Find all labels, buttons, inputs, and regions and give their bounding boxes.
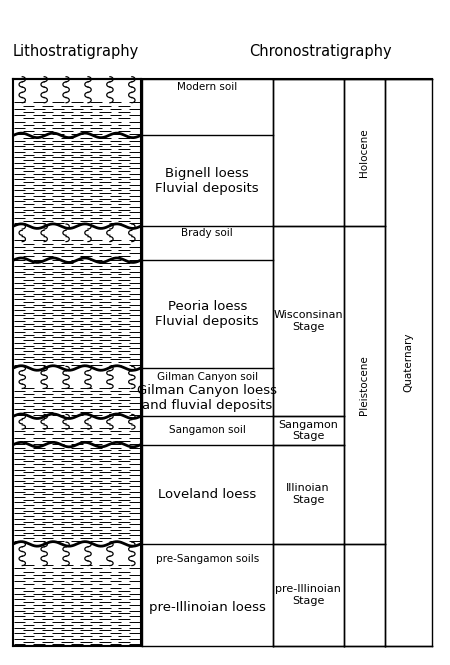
Text: Illinoian
Stage: Illinoian Stage	[286, 483, 330, 505]
Text: pre-Illinoian
Stage: pre-Illinoian Stage	[275, 584, 341, 606]
Text: Lithostratigraphy: Lithostratigraphy	[13, 44, 139, 59]
Text: Sangamon soil: Sangamon soil	[169, 426, 246, 436]
Text: Gilman Canyon soil: Gilman Canyon soil	[157, 372, 258, 382]
Text: pre-Sangamon soils: pre-Sangamon soils	[156, 554, 259, 564]
Text: Pleistocene: Pleistocene	[359, 355, 369, 415]
Text: Holocene: Holocene	[359, 128, 369, 177]
Text: Bignell loess
Fluvial deposits: Bignell loess Fluvial deposits	[156, 167, 259, 195]
Text: Wisconsinan
Stage: Wisconsinan Stage	[273, 311, 343, 332]
Text: pre-Illinoian loess: pre-Illinoian loess	[149, 600, 266, 614]
Text: Gilman Canyon loess
and fluvial deposits: Gilman Canyon loess and fluvial deposits	[137, 384, 277, 412]
Text: Chronostratigraphy: Chronostratigraphy	[249, 44, 392, 59]
Text: Brady soil: Brady soil	[181, 228, 233, 238]
Text: Loveland loess: Loveland loess	[158, 487, 256, 501]
Text: Peoria loess
Fluvial deposits: Peoria loess Fluvial deposits	[156, 300, 259, 328]
Text: Modern soil: Modern soil	[177, 82, 238, 92]
Text: Quaternary: Quaternary	[404, 332, 414, 392]
Text: Sangamon
Stage: Sangamon Stage	[278, 420, 338, 441]
